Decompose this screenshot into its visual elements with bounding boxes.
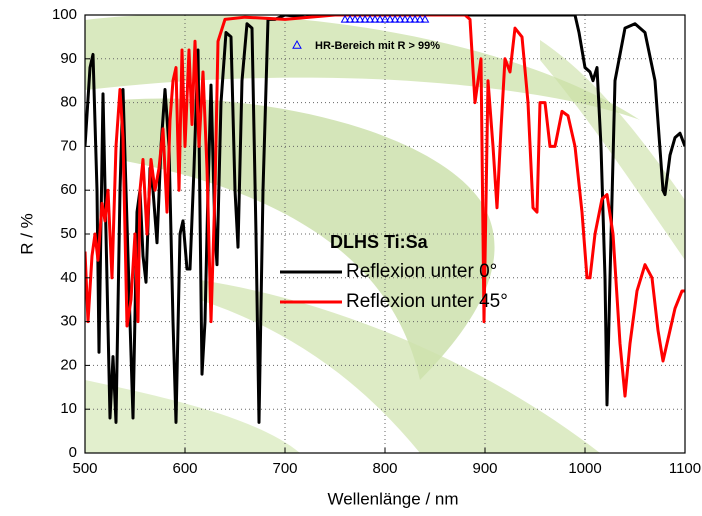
y-tick-label: 30: [60, 313, 77, 330]
y-tick-label: 90: [60, 50, 77, 67]
marker: [405, 15, 415, 23]
y-tick-label: 100: [52, 6, 77, 23]
marker: [340, 15, 350, 23]
marker: [360, 15, 370, 23]
marker: [365, 15, 375, 23]
marker: [410, 15, 420, 23]
legend-title: DLHS Ti:Sa: [330, 232, 429, 252]
legend: Reflexion unter 0° Reflexion unter 45°: [280, 261, 508, 312]
legend-label: Reflexion unter 0°: [346, 261, 497, 282]
x-tick-label: 1000: [568, 460, 601, 477]
marker: [385, 15, 395, 23]
green-swoosh: [200, 280, 600, 453]
y-tick-label: 60: [60, 181, 77, 198]
y-tick-label: 70: [60, 137, 77, 154]
marker: [395, 15, 405, 23]
marker: [350, 15, 360, 23]
marker: [415, 15, 425, 23]
marker: [390, 15, 400, 23]
marker: [355, 15, 365, 23]
marker: [400, 15, 410, 23]
marker: [370, 15, 380, 23]
marker: [380, 15, 390, 23]
y-tick-label: 20: [60, 356, 77, 373]
y-tick-label: 40: [60, 269, 77, 286]
green-swoosh: [85, 15, 640, 120]
y-tick-label: 50: [60, 225, 77, 242]
y-tick-label: 80: [60, 94, 77, 111]
legend-label: HR-Bereich mit R > 99%: [315, 40, 440, 52]
green-swoosh: [85, 380, 300, 453]
y-axis-label: R / %: [17, 213, 36, 255]
marker: [420, 15, 430, 23]
plot-lines: [85, 15, 685, 424]
x-tick-label: 500: [72, 460, 97, 477]
y-tick-label: 10: [60, 400, 77, 417]
series-line: [85, 15, 685, 398]
legend-label: Reflexion unter 45°: [346, 291, 508, 312]
x-tick-label: 900: [472, 460, 497, 477]
x-tick-label: 800: [372, 460, 397, 477]
series-line: [85, 15, 685, 424]
x-tick-label: 700: [272, 460, 297, 477]
legend-marker: [292, 39, 302, 49]
y-tick-label: 0: [69, 444, 77, 461]
x-tick-label: 600: [172, 460, 197, 477]
x-tick-label: 1100: [669, 460, 701, 477]
marker: [375, 15, 385, 23]
x-axis-label: Wellenlänge / nm: [327, 489, 458, 508]
marker: [345, 15, 355, 23]
